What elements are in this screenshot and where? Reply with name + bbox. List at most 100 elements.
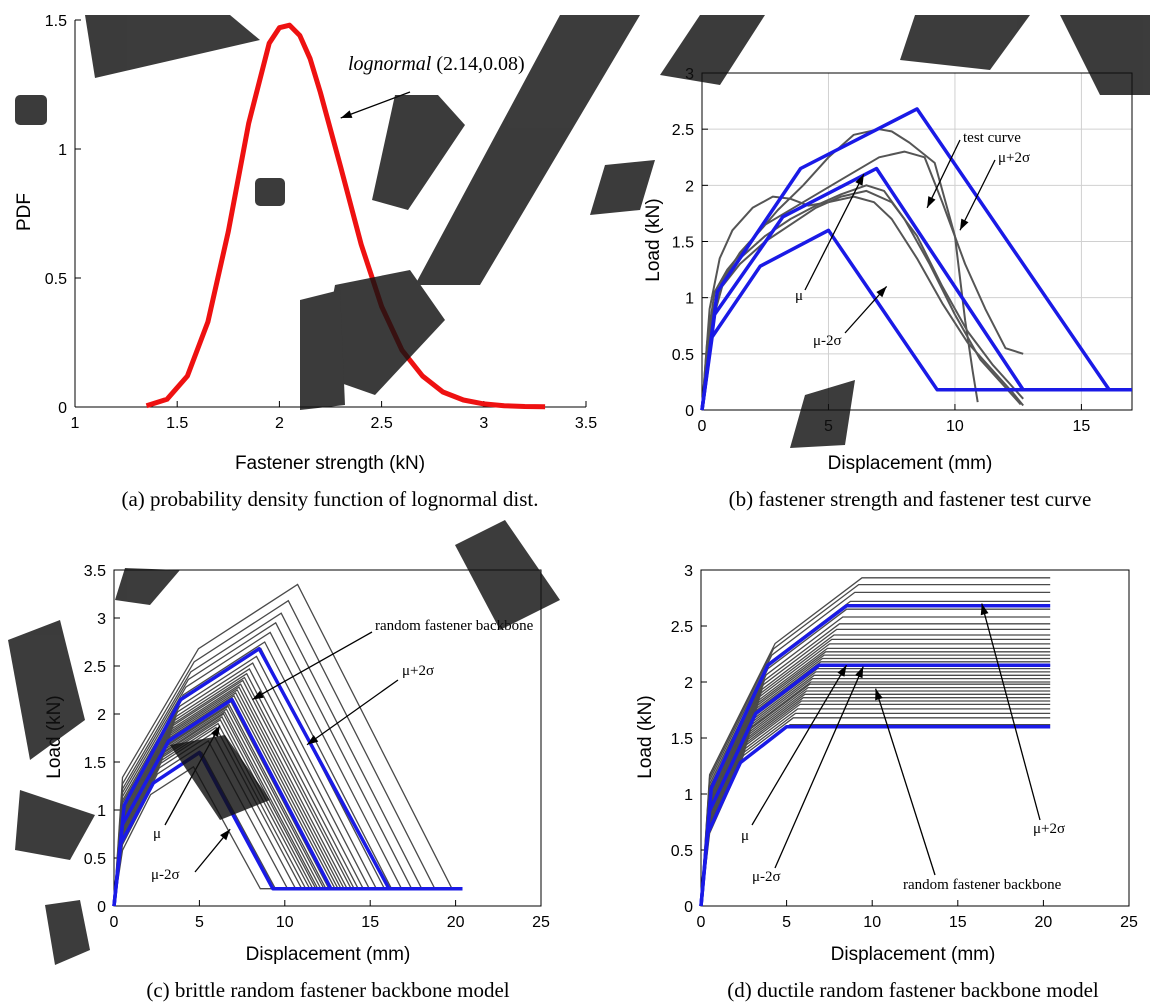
watermark-stroke-10	[790, 380, 855, 448]
y-tick-label-d-0: 0	[684, 899, 693, 916]
watermark-stroke-7	[660, 15, 765, 85]
random-backbone-d-25	[700, 628, 1051, 907]
caption-c: (c) brittle random fastener backbone mod…	[146, 978, 509, 1002]
arrow-mu-d-head	[837, 665, 847, 677]
y-tick-label-d-1: 0.5	[671, 843, 693, 860]
random-backbone-d-28	[700, 608, 1051, 907]
annotation-mu-c: μ	[153, 826, 161, 842]
annotation-mu-minus-2sigma-b: μ-2σ	[813, 333, 842, 349]
y-tick-label-b-4: 2	[685, 178, 694, 195]
test-curve-1	[701, 150, 1024, 411]
backbone-c-2	[112, 750, 463, 907]
annotation-mu-minus-2sigma-d: μ-2σ	[752, 869, 781, 885]
x-tick-label-d-1: 5	[782, 914, 791, 931]
annotation-lognormal-params: (2.14,0.08)	[431, 53, 524, 75]
y-tick-label-a-3: 1.5	[45, 13, 67, 30]
y-tick-label-c-3: 1.5	[84, 755, 106, 772]
arrow-mu-minus-2sigma-c-head	[220, 829, 231, 841]
y-tick-label-b-1: 0.5	[672, 347, 694, 364]
watermark-stroke-3	[318, 270, 445, 395]
ylabel-a: PDF	[14, 193, 35, 231]
x-tick-label-c-0: 0	[110, 914, 119, 931]
y-tick-label-d-4: 2	[684, 675, 693, 692]
panel-a: 1 1.5 2 2.5 3 3.5 0 0.5 1 1.5 lognormal (2.14,0.0…	[14, 13, 597, 511]
watermark-stroke-13	[15, 790, 95, 860]
arrow-mu-plus-2sigma-b-head	[960, 218, 969, 231]
panel-b: 05101500.511.522.53 test curve μ+2σ μ μ-…	[643, 66, 1133, 511]
arrow-mu-plus-2sigma-c-shaft	[306, 679, 399, 746]
arrow-test-curve-shaft	[926, 139, 961, 209]
annotation-mu-plus-2sigma-d: μ+2σ	[1033, 821, 1065, 837]
test-curve-2	[701, 195, 1024, 411]
annotation-mu-d: μ	[741, 828, 749, 844]
watermark-stroke-12	[8, 620, 85, 760]
x-tick-label-a-3: 2.5	[370, 415, 392, 432]
xlabel-c: Displacement (mm)	[246, 944, 411, 965]
annotation-mu-minus-2sigma-c: μ-2σ	[151, 867, 180, 883]
test-curve-3	[701, 189, 1024, 411]
plot-d-marks: 0 5 10 15 20 25 0 0.5 1 1.5 2 2.5 3	[671, 563, 1138, 931]
random-backbone-d-27	[700, 616, 1051, 907]
y-tick-label-c-5: 2.5	[84, 659, 106, 676]
xlabel-a: Fastener strength (kN)	[235, 453, 425, 474]
watermark-stroke-5	[415, 15, 640, 285]
x-tick-label-c-2: 10	[276, 914, 294, 931]
x-tick-label-a-4: 3	[479, 415, 488, 432]
y-tick-label-c-6: 3	[97, 611, 106, 628]
axes-frame-d	[700, 569, 1130, 907]
test-curve-0	[701, 128, 979, 411]
y-tick-label-b-5: 2.5	[672, 122, 694, 139]
watermark-stroke-11	[115, 568, 180, 605]
y-tick-label-c-0: 0	[97, 899, 106, 916]
annotation-lognormal: lognormal (2.14,0.08)	[348, 53, 525, 75]
y-tick-label-d-2: 1	[684, 787, 693, 804]
watermark-stroke-9	[1060, 15, 1150, 95]
arrow-mu-d-shaft	[751, 664, 848, 826]
y-tick-label-c-1: 0.5	[84, 851, 106, 868]
x-tick-label-a-2: 2	[275, 415, 284, 432]
arrow-mu-minus-2sigma-d-shaft	[774, 666, 864, 869]
annotation-random-backbone-d: random fastener backbone	[903, 877, 1062, 893]
arrow-random-backbone-c-shaft	[252, 631, 373, 701]
pdf-curve	[145, 22, 546, 410]
arrow-mu-minus-2sigma-b-head	[876, 286, 887, 298]
watermark-stroke-6	[590, 160, 655, 215]
watermark-stroke-16	[455, 520, 560, 630]
arrow-mu-b-shaft	[804, 173, 865, 291]
backbone-d-0	[699, 604, 1051, 907]
watermark-stroke-8	[900, 15, 1030, 70]
arrow-mu-c-head	[211, 725, 220, 738]
plot-a-marks: 1 1.5 2 2.5 3 3.5 0 0.5 1 1.5	[45, 13, 597, 432]
x-tick-label-c-3: 15	[361, 914, 379, 931]
y-tick-label-d-3: 1.5	[671, 731, 693, 748]
watermark-stroke-4	[300, 290, 345, 410]
ylabel-b: Load (kN)	[643, 198, 664, 281]
watermark-block-1	[15, 95, 47, 125]
annotation-lognormal-italic: lognormal	[348, 53, 432, 75]
plot-c-marks: 0 5 10 15 20 25 0 0.5 1 1.5 2 2.5 3 3.5	[84, 563, 550, 931]
caption-a: (a) probability density function of logn…	[121, 487, 538, 511]
annotation-mu-plus-2sigma-b: μ+2σ	[998, 150, 1030, 166]
arrow-mu-plus-2sigma-c-head	[307, 735, 319, 745]
random-backbone-d-23	[700, 638, 1051, 907]
x-tick-label-a-0: 1	[71, 415, 80, 432]
watermark-stroke-15	[45, 900, 90, 965]
watermark-stroke-14	[170, 735, 270, 820]
x-tick-label-b-3: 15	[1073, 418, 1091, 435]
y-tick-label-c-4: 2	[97, 707, 106, 724]
ylabel-d: Load (kN)	[635, 695, 656, 778]
arrow-mu-b-head	[855, 174, 864, 186]
y-tick-label-c-7: 3.5	[84, 563, 106, 580]
arrow-random-backbone-c-head	[252, 690, 264, 700]
watermark-stroke-1	[85, 15, 260, 78]
xlabel-d: Displacement (mm)	[831, 944, 996, 965]
y-tick-label-a-1: 0.5	[45, 271, 67, 288]
arrow-random-backbone-d-shaft	[875, 688, 936, 876]
y-tick-label-b-0: 0	[685, 403, 694, 420]
annotation-test-curve: test curve	[963, 130, 1021, 146]
backbone-b-1	[700, 166, 1132, 411]
panel-d: 0 5 10 15 20 25 0 0.5 1 1.5 2 2.5 3 μ+2σ μ μ-2σ rand…	[635, 563, 1138, 1002]
arrow-lognormal-head	[340, 110, 353, 119]
x-tick-label-d-0: 0	[697, 914, 706, 931]
